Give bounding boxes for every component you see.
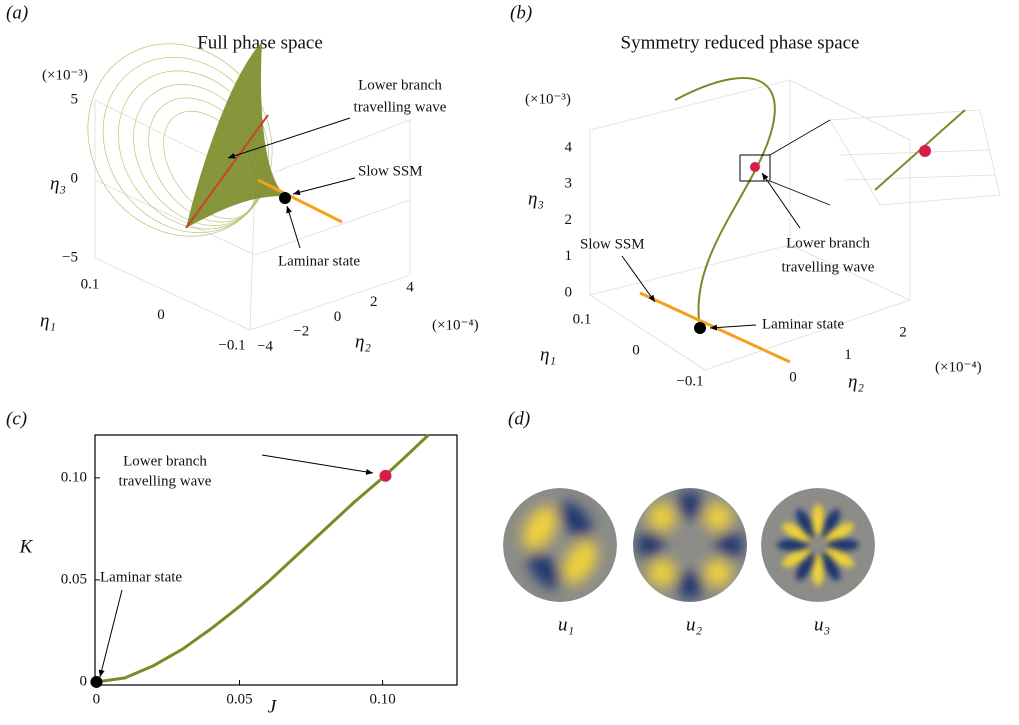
y-tick-label: 0.1 bbox=[573, 311, 592, 327]
mode-u1 bbox=[503, 488, 617, 602]
annotation: Lower branch bbox=[123, 453, 207, 469]
panel-title: Symmetry reduced phase space bbox=[621, 32, 860, 53]
x-label: J bbox=[268, 696, 278, 717]
y-tick-label: 0 bbox=[157, 307, 165, 323]
travelling-wave bbox=[750, 162, 760, 172]
x-tick-label: 0.10 bbox=[369, 691, 395, 707]
arrow bbox=[293, 178, 355, 194]
annotation: Laminar state bbox=[278, 253, 360, 269]
panel-c: (c) J K Lower branch travelling wave Lam… bbox=[6, 408, 457, 717]
inset-travelling-wave bbox=[919, 145, 931, 157]
trajectory bbox=[96, 435, 428, 682]
y-label: η₁ bbox=[540, 344, 556, 365]
y-label: K bbox=[19, 536, 34, 557]
x-tick-label: −4 bbox=[257, 338, 273, 354]
annotation: Lower branch bbox=[358, 77, 442, 93]
x-tick-label: 2 bbox=[899, 324, 907, 340]
laminar-state bbox=[279, 192, 291, 204]
arrow bbox=[762, 173, 800, 228]
trajectory bbox=[675, 78, 775, 328]
panel-b: (b) Symmetry reduced phase space (×10⁻³)… bbox=[510, 2, 1000, 392]
z-scale: (×10⁻³) bbox=[525, 91, 571, 107]
state-point bbox=[379, 470, 391, 482]
arrow bbox=[622, 256, 655, 302]
mode-label: u₃ bbox=[814, 614, 830, 635]
zoom-lines bbox=[770, 120, 830, 205]
z-tick-label: 0 bbox=[71, 170, 79, 186]
z-tick-label: −5 bbox=[62, 249, 78, 265]
x-tick-label: −2 bbox=[293, 324, 309, 340]
annotation: travelling wave bbox=[782, 259, 875, 275]
y-tick-label: 0.05 bbox=[61, 571, 87, 587]
panel-label: (a) bbox=[6, 2, 28, 23]
annotation: Laminar state bbox=[100, 569, 182, 585]
annotation: travelling wave bbox=[354, 99, 447, 115]
annotation: travelling wave bbox=[119, 473, 212, 489]
z-tick-label: 1 bbox=[565, 248, 573, 264]
inset-box bbox=[830, 110, 1000, 205]
x-label: η₂ bbox=[355, 331, 371, 352]
y-label: η₁ bbox=[40, 310, 56, 331]
slow-ssm bbox=[258, 180, 342, 222]
panel-label: (c) bbox=[6, 408, 27, 429]
arrow bbox=[710, 325, 756, 328]
panel-label: (d) bbox=[508, 408, 530, 429]
figure: (a) Full phase space (×10⁻³) (×10⁻⁴) η₃ … bbox=[0, 0, 1019, 720]
y-tick-label: 0 bbox=[80, 673, 88, 689]
z-tick-label: 4 bbox=[565, 139, 573, 155]
z-tick-label: 5 bbox=[71, 91, 79, 107]
arrow bbox=[100, 590, 122, 677]
z-tick-label: 0 bbox=[565, 284, 573, 300]
state-point bbox=[90, 676, 102, 688]
y-tick-label: 0 bbox=[632, 342, 640, 358]
x-tick-label: 1 bbox=[844, 347, 852, 363]
x-tick-label: 0.05 bbox=[226, 691, 252, 707]
z-scale: (×10⁻³) bbox=[42, 67, 88, 83]
mode-u3 bbox=[761, 488, 875, 602]
z-label: η₃ bbox=[528, 188, 544, 209]
annotation: Laminar state bbox=[762, 316, 844, 332]
x-tick-label: 2 bbox=[370, 294, 378, 310]
y-tick-label: 0.1 bbox=[81, 276, 100, 292]
x-tick-label: 4 bbox=[406, 279, 414, 295]
annotation: Lower branch bbox=[786, 235, 870, 251]
x-tick-label: 0 bbox=[93, 691, 101, 707]
z-label: η₃ bbox=[50, 173, 66, 194]
annotation: Slow SSM bbox=[358, 163, 423, 179]
x-label: η₂ bbox=[848, 371, 864, 392]
y-tick-label: −0.1 bbox=[218, 337, 245, 353]
mode-label: u₁ bbox=[558, 614, 574, 635]
x-tick-label: 0 bbox=[789, 369, 797, 385]
annotation: Slow SSM bbox=[580, 236, 645, 252]
x-tick-label: 0 bbox=[334, 309, 342, 325]
x-scale: (×10⁻⁴) bbox=[935, 359, 982, 375]
z-tick-label: 3 bbox=[565, 176, 573, 192]
box bbox=[590, 80, 910, 370]
x-scale: (×10⁻⁴) bbox=[432, 317, 479, 333]
y-tick-label: 0.10 bbox=[61, 469, 87, 485]
laminar-state bbox=[694, 322, 706, 334]
mode-u2 bbox=[633, 488, 747, 602]
mode-label: u₂ bbox=[686, 614, 703, 635]
panel-d: (d) bbox=[503, 408, 875, 602]
z-tick-label: 2 bbox=[565, 212, 573, 228]
y-tick-label: −0.1 bbox=[676, 373, 703, 389]
arrow bbox=[262, 455, 373, 473]
panel-label: (b) bbox=[510, 2, 532, 23]
